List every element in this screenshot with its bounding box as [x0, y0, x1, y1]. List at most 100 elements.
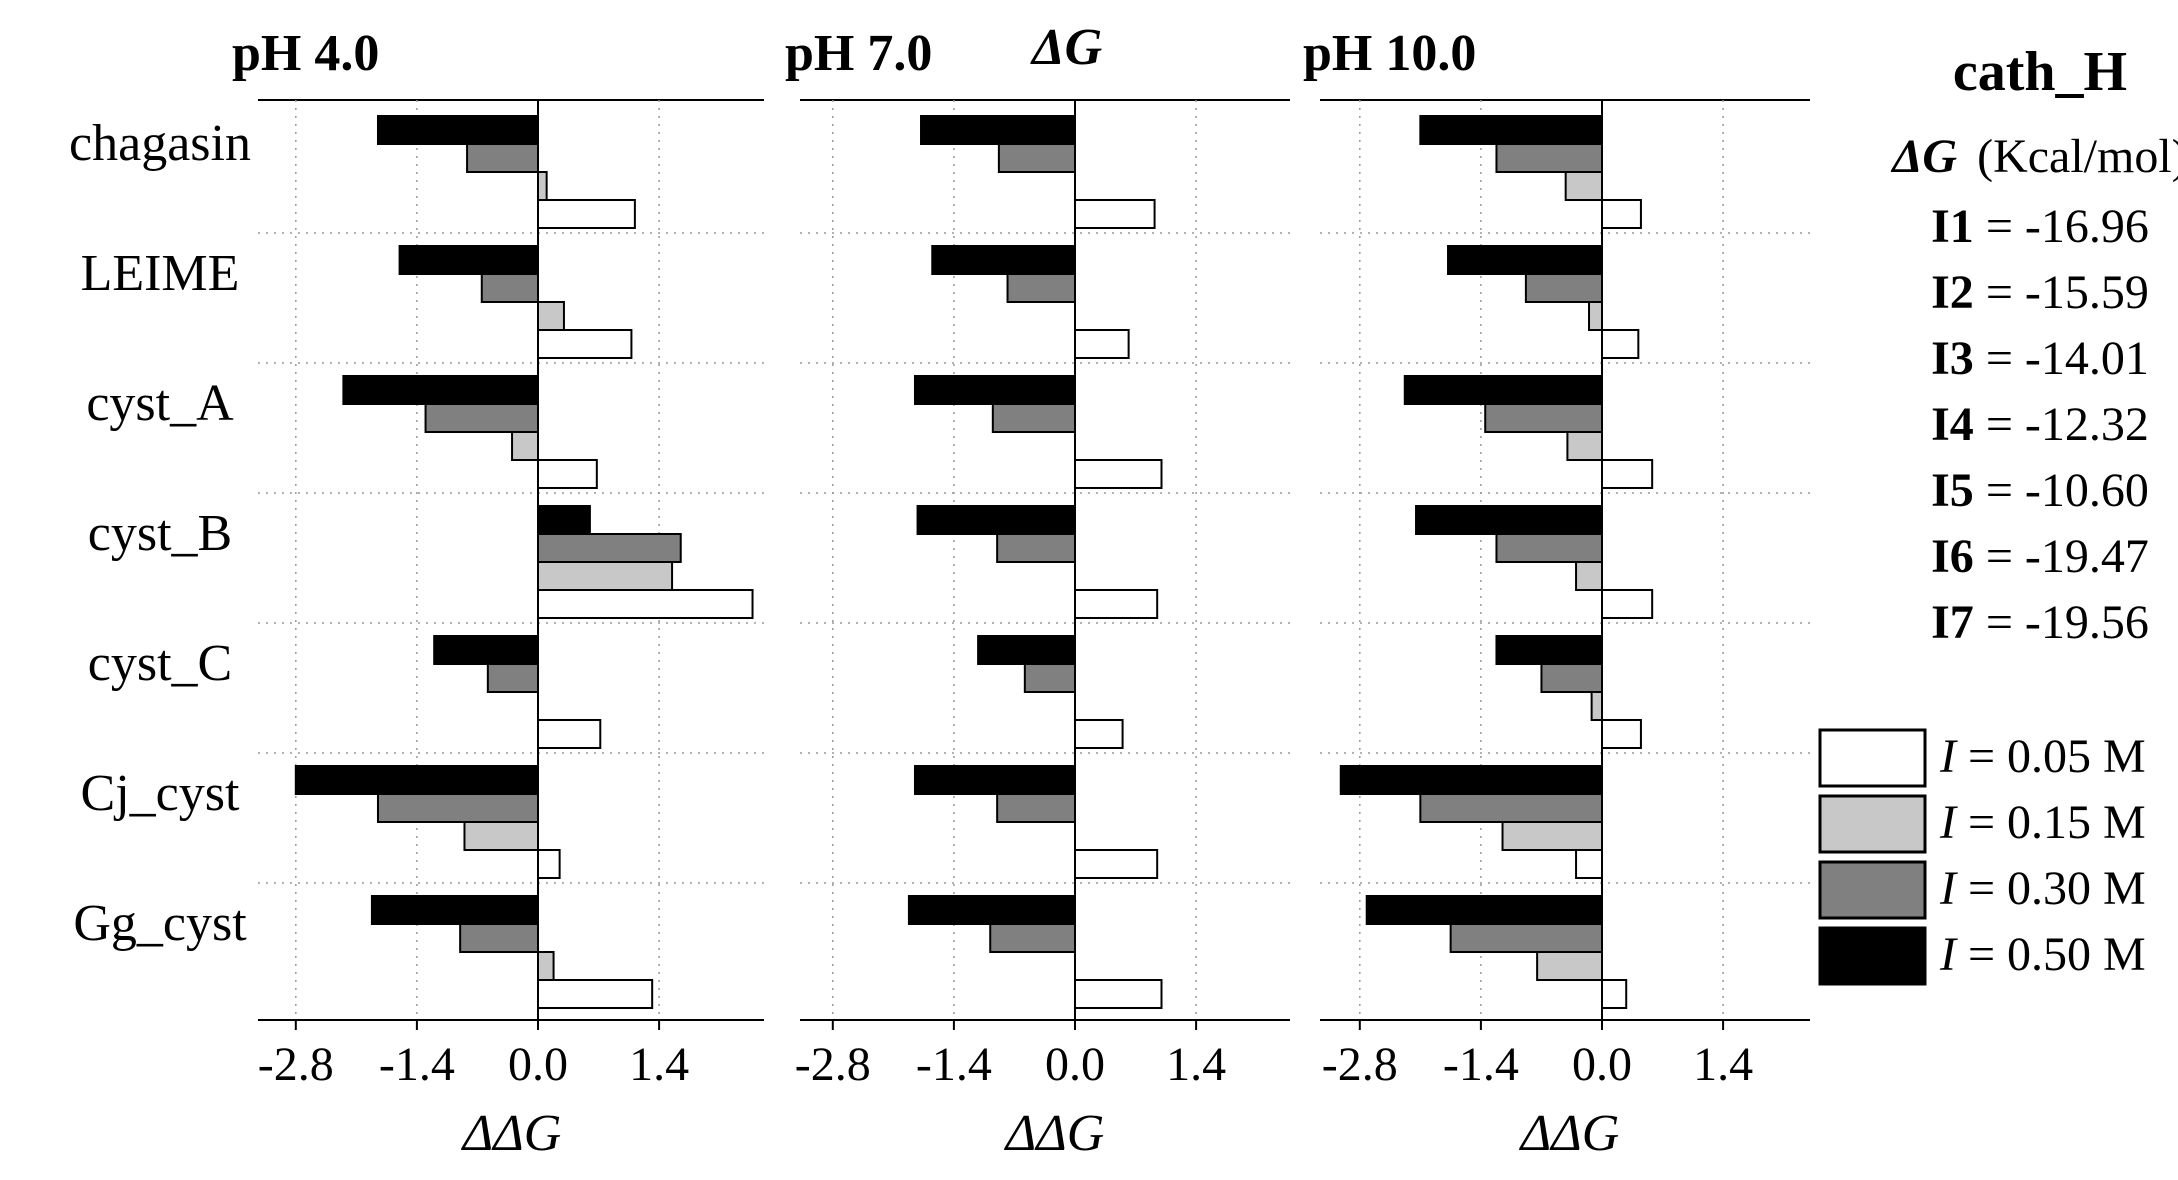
info-entry-value: = -19.56 [1986, 596, 2149, 649]
info-entry-label: I2 [1931, 266, 1986, 319]
x-tick-label: -2.8 [795, 1038, 871, 1091]
xlabel-ph7: ΔΔG [1004, 1105, 1105, 1162]
panel-title-ph7: pH 7.0 [785, 25, 932, 82]
category-label-leime: LEIME [81, 245, 240, 302]
x-tick-label: -1.4 [916, 1038, 992, 1091]
info-entry-value: = -19.47 [1986, 530, 2149, 583]
info-subtitle-unit: (Kcal/mol) [1977, 130, 2178, 183]
bar-cyst-c-i-0-50-m [1495, 635, 1603, 665]
bar-chagasin-i-0-05-m [1601, 199, 1642, 229]
info-entry-i2: I2 = -15.59 [1931, 266, 2149, 319]
category-label-cj-cyst: Cj_cyst [81, 765, 240, 822]
bar-cj-cyst-i-0-05-m [537, 849, 561, 879]
bar-cyst-b-i-0-05-m [537, 589, 754, 619]
bar-gg-cyst-i-0-05-m [537, 979, 654, 1009]
bar-chagasin-i-0-30-m [466, 143, 540, 173]
legend-swatch-0-05-m [1818, 728, 1927, 788]
bar-gg-cyst-i-0-50-m [370, 895, 540, 925]
panel-title-ph4: pH 4.0 [232, 25, 379, 82]
bar-gg-cyst-i-0-15-m [1536, 951, 1603, 981]
info-entry-value: = -12.32 [1986, 398, 2149, 451]
panel-ph-7: -2.8 -1.4 0.0 1.4 [795, 99, 1290, 1091]
bar-cj-cyst-i-0-15-m [463, 821, 540, 851]
bar-cyst-b-i-0-50-m [1415, 505, 1604, 535]
bar-cyst-a-i-0-05-m [1074, 459, 1163, 489]
x-tick-label: 0.0 [1572, 1038, 1632, 1091]
x-tick-label: 1.4 [629, 1038, 689, 1091]
info-entry-label: I1 [1931, 200, 1986, 253]
bar-chagasin-i-0-50-m [1419, 115, 1603, 145]
legend-label-0-50-m: I = 0.50 M [1939, 928, 2146, 981]
legend-swatch-0-15-m [1818, 794, 1927, 854]
bar-leime-i-0-50-m [398, 245, 539, 275]
bar-cyst-b-i-0-15-m [1575, 561, 1604, 591]
info-entry-i6: I6 = -19.47 [1931, 530, 2149, 583]
legend: I = 0.05 MI = 0.15 MI = 0.30 MI = 0.50 M [1818, 728, 2146, 986]
info-entry-value: = -14.01 [1986, 332, 2149, 385]
x-tick-label: 1.4 [1166, 1038, 1226, 1091]
bar-cyst-b-i-0-05-m [1601, 589, 1654, 619]
legend-swatch-0-30-m [1818, 860, 1927, 920]
bar-cj-cyst-i-0-05-m [1074, 849, 1159, 879]
info-entry-value: = -15.59 [1986, 266, 2149, 319]
bar-chagasin-i-0-05-m [537, 199, 636, 229]
info-entry-label: I4 [1931, 398, 1986, 451]
xlabel-ph4: ΔΔG [461, 1105, 562, 1162]
bar-cyst-a-i-0-30-m [1484, 403, 1603, 433]
bar-gg-cyst-i-0-50-m [1365, 895, 1603, 925]
panel-ph-10: -2.8 -1.4 0.0 1.4 [1320, 99, 1810, 1091]
bar-leime-i-0-15-m [1588, 301, 1604, 331]
bar-cj-cyst-i-0-50-m [1339, 765, 1604, 795]
bar-leime-i-0-30-m [1006, 273, 1077, 303]
x-tick-label: 1.4 [1693, 1038, 1753, 1091]
legend-symbol: I [1939, 928, 1968, 981]
info-entry-i3: I3 = -14.01 [1931, 332, 2149, 385]
bar-cyst-a-i-0-30-m [991, 403, 1077, 433]
legend-text: = 0.30 M [1968, 862, 2146, 915]
bar-cyst-b-i-0-30-m [996, 533, 1077, 563]
bar-cyst-a-i-0-50-m [913, 375, 1076, 405]
legend-text: = 0.05 M [1968, 730, 2146, 783]
bar-cyst-c-i-0-30-m [486, 663, 539, 693]
x-tick-label: 0.0 [508, 1038, 568, 1091]
bar-cyst-c-i-0-05-m [1601, 719, 1642, 749]
bar-cyst-a-i-0-05-m [1601, 459, 1654, 489]
info-title: cath_H [1953, 41, 2127, 103]
panel-ph-4: -2.8 -1.4 0.0 1.4 [258, 99, 764, 1091]
bar-cj-cyst-i-0-05-m [1575, 849, 1604, 879]
info-entry-i4: I4 = -12.32 [1931, 398, 2149, 451]
legend-text: = 0.15 M [1968, 796, 2146, 849]
info-subtitle-symbol: ΔG [1890, 130, 1957, 183]
category-label-chagasin: chagasin [69, 115, 251, 172]
bar-cj-cyst-i-0-30-m [996, 793, 1077, 823]
bar-cyst-b-i-0-05-m [1074, 589, 1159, 619]
bar-cyst-b-i-0-50-m [537, 505, 591, 535]
bar-cj-cyst-i-0-15-m [1501, 821, 1604, 851]
legend-label-0-15-m: I = 0.15 M [1939, 796, 2146, 849]
info-entry-label: I7 [1931, 596, 1986, 649]
legend-symbol: I [1939, 862, 1968, 915]
category-label-gg-cyst: Gg_cyst [73, 895, 247, 952]
bar-cyst-c-i-0-50-m [977, 635, 1076, 665]
info-entry-i7: I7 = -19.56 [1931, 596, 2149, 649]
bar-cj-cyst-i-0-30-m [1419, 793, 1603, 823]
panel-title-ph10: pH 10.0 [1303, 25, 1476, 82]
bar-chagasin-i-0-15-m [537, 171, 548, 201]
bar-cyst-a-i-0-50-m [1403, 375, 1604, 405]
legend-symbol: I [1939, 796, 1968, 849]
bar-chagasin-i-0-30-m [997, 143, 1077, 173]
bar-cj-cyst-i-0-50-m [913, 765, 1076, 795]
info-entry-label: I3 [1931, 332, 1986, 385]
bar-chagasin-i-0-30-m [1495, 143, 1603, 173]
bar-cyst-b-i-0-30-m [1495, 533, 1603, 563]
info-entry-i1: I1 = -16.96 [1931, 200, 2149, 253]
bar-cyst-c-i-0-05-m [537, 719, 602, 749]
info-entry-value: = -16.96 [1986, 200, 2149, 253]
bar-gg-cyst-i-0-15-m [537, 951, 555, 981]
bar-cyst-a-i-0-15-m [511, 431, 539, 461]
category-label-cyst-c: cyst_C [88, 635, 232, 692]
bar-cyst-b-i-0-30-m [537, 533, 682, 563]
xlabel-ph10: ΔΔG [1519, 1105, 1620, 1162]
category-label-cyst-a: cyst_A [86, 375, 234, 432]
